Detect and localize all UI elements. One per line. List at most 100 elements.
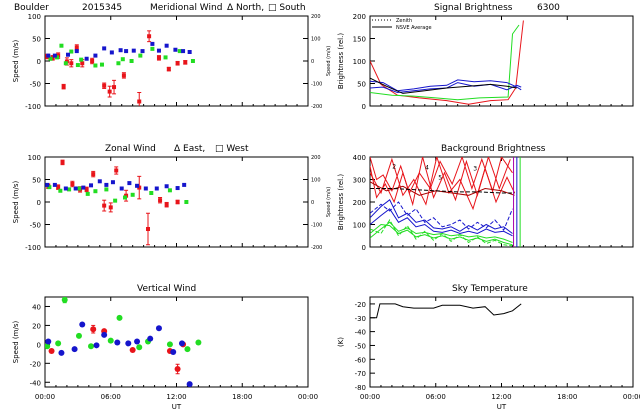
vertical-point-blue: [93, 342, 100, 349]
zonal-point-green: [184, 200, 189, 204]
zonal-point-green: [149, 191, 154, 195]
background-contour-label: 4: [425, 164, 429, 171]
meridional-point-green: [163, 55, 168, 60]
vertical-point-blue: [58, 349, 65, 356]
signal-ytick-label: 150: [353, 36, 366, 44]
meridional-point-red: [61, 84, 66, 89]
zonal-point-blue: [97, 179, 102, 184]
vertical-ytick-label: -20: [30, 360, 41, 368]
zonal-point-blue: [63, 186, 68, 191]
meridional-point-red: [80, 61, 85, 66]
zonal-point-blue: [104, 182, 109, 187]
meridional-y2tick-label: 200: [311, 14, 321, 20]
meridional-legend-north: Δ North,: [227, 3, 264, 13]
sky-ytick-label: -80: [355, 384, 366, 392]
meridional-point-blue: [109, 50, 114, 55]
meridional-point-green: [190, 59, 195, 63]
meridional-point-green: [138, 53, 143, 58]
meridional-point-green: [116, 61, 121, 66]
meridional-point-green: [177, 49, 182, 54]
signal-title: Signal Brightness: [434, 3, 513, 13]
vertical-point-blue: [170, 348, 177, 355]
zonal-y2label: Speed (m/s): [326, 187, 332, 217]
zonal-point-green: [167, 188, 172, 193]
meridional-legend-south: □ South: [268, 3, 306, 13]
meridional-point-blue: [181, 49, 186, 54]
zonal-point-red: [70, 182, 75, 186]
meridional-point-blue: [66, 52, 71, 57]
meridional-point-blue: [74, 49, 79, 54]
meridional-y2tick-label: 0: [311, 59, 314, 65]
zonal-legend-east: Δ East,: [174, 144, 205, 154]
zonal-legend-west: □ West: [215, 144, 249, 154]
vertical-point-blue: [186, 381, 193, 387]
meridional-y2tick-label: -100: [311, 82, 322, 88]
vertical-xlabel: UT: [172, 403, 182, 411]
signal-panel: 0 50 100 150 200 Brightness (rel.): [337, 13, 634, 111]
meridional-y2label: Speed (m/s): [326, 46, 332, 76]
meridional-point-green: [129, 59, 134, 63]
zonal-point-blue: [127, 181, 132, 186]
zonal-point-green: [104, 187, 109, 192]
background-ytick-label: 0: [362, 244, 366, 252]
meridional-y2tick-label: -200: [311, 104, 322, 110]
vertical-point-red: [90, 326, 97, 333]
vertical-ytick-label: 20: [32, 322, 41, 330]
vertical-point-blue: [79, 321, 86, 328]
meridional-point-blue: [150, 41, 155, 46]
background-ytick-label: 300: [353, 177, 366, 185]
meridional-point-green: [59, 43, 64, 48]
meridional-point-blue: [140, 49, 145, 54]
meridional-ytick-label: 50: [32, 36, 41, 44]
vertical-xtick-label: 00:00: [35, 393, 55, 401]
meridional-point-green: [120, 57, 125, 62]
signal-ytick-label: 0: [362, 103, 366, 111]
meridional-point-red: [107, 89, 112, 94]
meridional-point-red: [156, 55, 161, 60]
background-series-red3: [370, 157, 516, 211]
meridional-point-green: [79, 57, 84, 62]
vertical-point-green: [61, 297, 68, 303]
zonal-point-red: [114, 168, 119, 173]
zonal-point-green: [113, 198, 118, 203]
vertical-point-blue: [134, 338, 141, 345]
zonal-point-red: [137, 185, 142, 190]
vertical-panel: 00:00 06:00 12:00 18:00 00:00 UT -40 -20 0 20 40 Sp…: [12, 296, 318, 411]
signal-ytick-label: 50: [357, 81, 366, 89]
zonal-point-blue: [164, 184, 169, 189]
sky-panel: 00:00 06:00 12:00 18:00 00:00 UT -80 -70 -60 -50 -…: [337, 296, 640, 411]
meridional-point-blue: [131, 48, 136, 53]
signal-series-green: [370, 24, 520, 101]
zonal-panel: -100 -50 0 50 100 Speed (m/s) -200 -100 0 100 200 S…: [12, 154, 332, 252]
zonal-point-red: [164, 202, 169, 207]
meridional-point-blue: [46, 53, 51, 58]
vertical-point-green: [116, 314, 123, 321]
zonal-point-red: [91, 172, 96, 177]
zonal-point-blue: [89, 183, 94, 188]
vertical-point-green: [166, 341, 173, 348]
signal-ytick-label: 200: [353, 13, 366, 21]
meridional-y2tick-label: 100: [311, 37, 321, 43]
sky-title: Sky Temperature: [452, 284, 528, 294]
vertical-point-blue: [155, 325, 162, 332]
meridional-plot-area: [45, 30, 195, 106]
meridional-point-blue: [93, 53, 98, 58]
meridional-point-green: [63, 61, 68, 66]
zonal-point-blue: [52, 182, 57, 187]
meridional-point-red: [69, 61, 74, 66]
signal-series-red: [370, 20, 524, 105]
vertical-point-green: [184, 346, 191, 353]
vertical-point-red: [129, 347, 136, 354]
signal-series-dark: [370, 77, 517, 94]
vertical-xtick-label: 18:00: [232, 393, 252, 401]
zonal-ytick-label: 0: [37, 199, 41, 207]
zonal-point-green: [122, 195, 127, 200]
background-ytick-label: 200: [353, 199, 366, 207]
meridional-point-green: [93, 63, 98, 68]
meridional-point-green: [48, 56, 53, 61]
meridional-point-blue: [156, 48, 161, 53]
zonal-title: Zonal Wind: [105, 144, 156, 154]
meridional-point-blue: [52, 53, 57, 58]
zonal-point-green: [67, 187, 72, 192]
